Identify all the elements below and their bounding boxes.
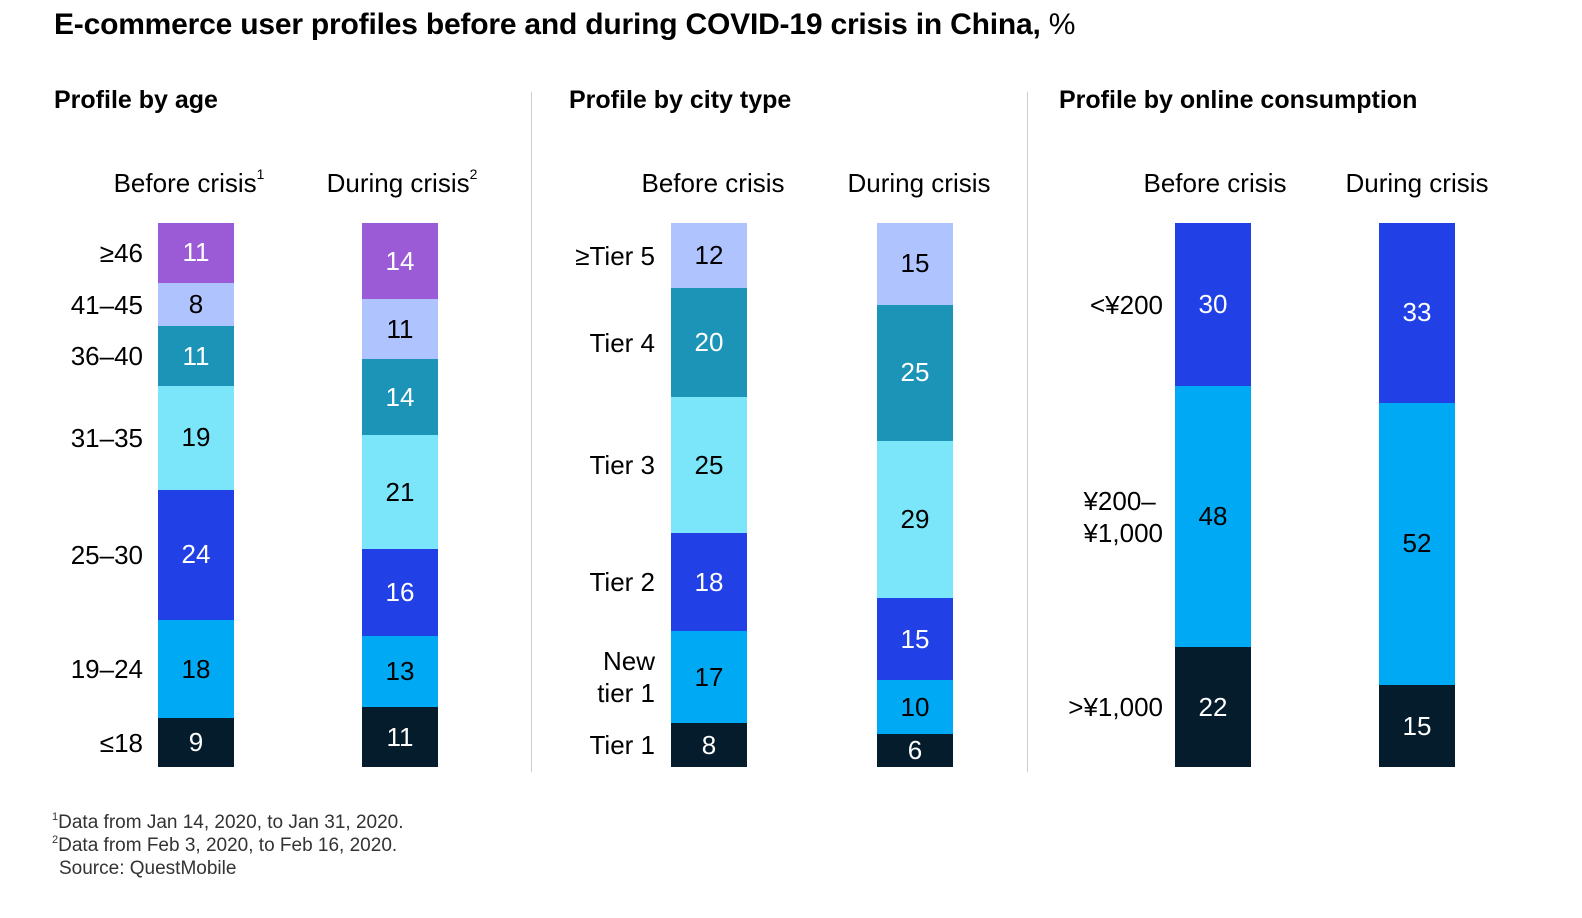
panel-2-bar-1-segment-5: 20 <box>671 288 747 398</box>
panel-2-category-label-4: Tier 3 <box>589 450 656 481</box>
panel-3-category-label-2: ¥200– ¥1,000 <box>1083 485 1163 548</box>
panel-divider-1 <box>531 92 532 772</box>
panel-2-bar-2-segment-3: 15 <box>877 598 953 680</box>
panel-divider-2 <box>1027 92 1028 772</box>
panel-1-bar-1-segment-1: 9 <box>158 718 234 767</box>
panel-3-bar-2-segment-2: 52 <box>1379 402 1455 686</box>
chart-title: E-commerce user profiles before and duri… <box>54 8 1075 42</box>
footnote-1: 1Data from Jan 14, 2020, to Jan 31, 2020… <box>52 811 404 834</box>
panel-2-category-label-1: Tier 1 <box>589 730 656 761</box>
panel-1-bar-1-segment-2: 18 <box>158 620 234 719</box>
footnote-2: 2Data from Feb 3, 2020, to Feb 16, 2020. <box>52 834 398 857</box>
panel-2-column-header-1: Before crisis <box>641 168 785 198</box>
panel-1-bar-2-segment-2: 13 <box>362 636 438 708</box>
panel-2-category-label-6: ≥Tier 5 <box>575 240 655 271</box>
panel-3-category-label-1: >¥1,000 <box>1068 692 1163 723</box>
panel-3-bar-1-segment-1: 22 <box>1175 647 1251 767</box>
panel-1-title: Profile by age <box>54 86 218 114</box>
panel-3-column-header-2: During crisis <box>1345 168 1489 198</box>
panel-3-bar-1-segment-2: 48 <box>1175 386 1251 648</box>
panel-2-bar-2-segment-2: 10 <box>877 679 953 735</box>
panel-2-category-label-2: New tier 1 <box>597 646 655 709</box>
panel-1-bar-2-segment-7: 14 <box>362 223 438 300</box>
panel-2-bar-2-segment-1: 6 <box>877 734 953 767</box>
panel-2-category-label-3: Tier 2 <box>589 567 656 598</box>
panel-1-bar-1-segment-4: 19 <box>158 386 234 490</box>
panel-1-column-header-2: During crisis2 <box>326 166 478 198</box>
panel-1-bar-2-segment-3: 16 <box>362 549 438 637</box>
panel-2-column-header-2: During crisis <box>847 168 991 198</box>
panel-1-category-label-2: 19–24 <box>70 654 143 685</box>
panel-2-bar-1-segment-1: 8 <box>671 723 747 767</box>
panel-3-bar-2-segment-1: 15 <box>1379 685 1455 767</box>
panel-3-bar-1-segment-3: 30 <box>1175 223 1251 387</box>
panel-1-bar-2-segment-5: 14 <box>362 359 438 436</box>
source-text: Source: QuestMobile <box>59 858 237 879</box>
panel-1-bar-2-segment-4: 21 <box>362 435 438 550</box>
footnote-1-mark: 1 <box>52 811 59 823</box>
panel-1-bar-1-segment-3: 24 <box>158 489 234 621</box>
panel-3-bar-2-segment-3: 33 <box>1379 223 1455 403</box>
panel-1-bar-1-segment-7: 11 <box>158 223 234 283</box>
panel-1-bar-1-segment-6: 8 <box>158 282 234 327</box>
chart-title-text: E-commerce user profiles before and duri… <box>54 8 1041 41</box>
panel-2-bar-1-segment-3: 18 <box>671 533 747 631</box>
panel-2-bar-1-segment-2: 17 <box>671 631 747 724</box>
panel-1-bar-2-segment-1: 11 <box>362 707 438 767</box>
panel-1-category-label-3: 25–30 <box>70 539 143 570</box>
footnote-2-text: Data from Feb 3, 2020, to Feb 16, 2020. <box>58 835 398 856</box>
panel-2-bar-2-segment-6: 15 <box>877 223 953 305</box>
panel-2-category-label-5: Tier 4 <box>589 327 656 358</box>
panel-3-title: Profile by online consumption <box>1059 86 1418 114</box>
panel-1-column-header-1: Before crisis1 <box>113 166 265 198</box>
panel-1-category-label-5: 36–40 <box>70 341 143 372</box>
panel-1-bar-1-segment-5: 11 <box>158 326 234 387</box>
panel-1-category-label-1: ≤18 <box>99 727 143 758</box>
panel-1-category-label-6: 41–45 <box>70 289 143 320</box>
panel-2-bar-1-segment-6: 12 <box>671 223 747 289</box>
panel-3-category-label-3: <¥200 <box>1089 289 1163 320</box>
footnote-2-mark: 2 <box>52 834 59 846</box>
panel-1-category-label-7: ≥46 <box>99 237 143 268</box>
chart-title-unit: % <box>1048 8 1076 41</box>
panel-2-title: Profile by city type <box>569 86 792 114</box>
source-note: Source: QuestMobile <box>59 858 236 880</box>
panel-1-column-note-1: 1 <box>256 166 265 182</box>
panel-3-column-header-1: Before crisis <box>1143 168 1287 198</box>
panel-2-bar-1-segment-4: 25 <box>671 397 747 534</box>
footnote-1-text: Data from Jan 14, 2020, to Jan 31, 2020. <box>58 812 404 833</box>
panel-1-column-note-2: 2 <box>469 166 478 182</box>
panel-1-category-label-4: 31–35 <box>70 422 143 453</box>
panel-1-bar-2-segment-6: 11 <box>362 299 438 359</box>
panel-2-bar-2-segment-4: 29 <box>877 440 953 599</box>
panel-2-bar-2-segment-5: 25 <box>877 304 953 441</box>
